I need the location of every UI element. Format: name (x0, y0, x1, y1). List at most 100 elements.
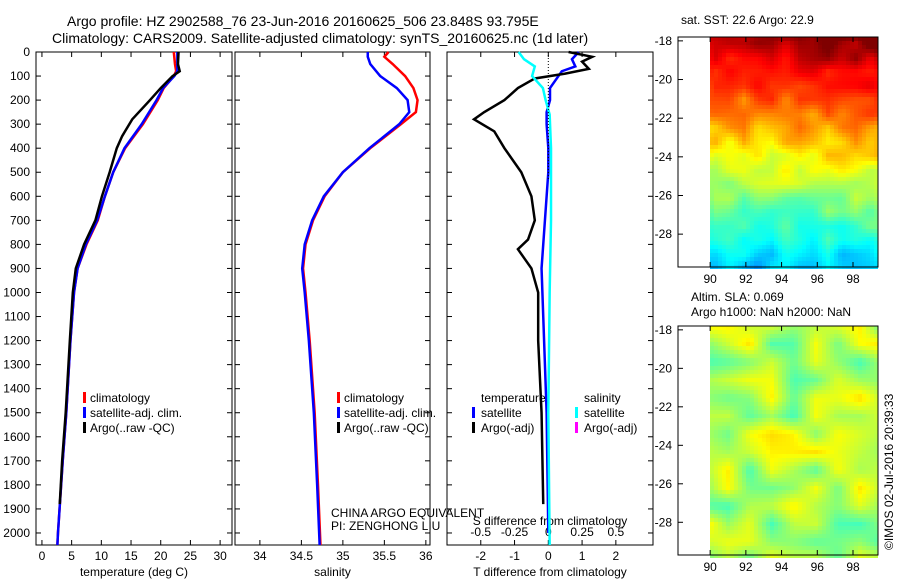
footer-timestamp: ©IMOS 02-Jul-2016 20:39:33 (882, 393, 896, 550)
map-lat-label: -20 (655, 361, 673, 375)
series-line-t-satellite (540, 51, 580, 533)
map-lon-label: 92 (739, 272, 753, 286)
annotation-line2: PI: ZENGHONG LIU (331, 519, 440, 533)
y-tick-label: 400 (10, 141, 30, 155)
legend-header-temperature: temperature (481, 391, 546, 405)
map-lat-label: -26 (655, 188, 673, 202)
map-lat-label: -24 (655, 150, 673, 164)
y-tick-label: 1200 (3, 334, 30, 348)
x-tick-label: 0 (545, 549, 552, 563)
series-line-argo-raw-qc- (58, 51, 182, 505)
y-tick-label: 600 (10, 189, 30, 203)
legend-swatch (83, 407, 86, 418)
legend-label: satellite-adj. clim. (344, 406, 436, 420)
y-tick-label: 0 (23, 45, 30, 59)
x2-tick-label: 0.25 (570, 525, 594, 539)
panel-frame-2 (446, 51, 654, 546)
legend-label: climatology (90, 391, 150, 405)
y-tick-label: 1300 (3, 358, 30, 372)
x-axis-label: temperature (deg C) (80, 565, 188, 579)
x-tick-label: 1 (579, 549, 586, 563)
x2-tick-label: -0.5 (470, 525, 491, 539)
legend-swatch (83, 422, 86, 433)
y-tick-label: 300 (10, 117, 30, 131)
legend-label: Argo(..raw -QC) (90, 421, 175, 435)
y-tick-label: 2000 (3, 526, 30, 540)
panel-frame-1 (234, 51, 431, 546)
legend-swatch (472, 422, 475, 433)
x-tick-label: 35.5 (373, 549, 397, 563)
sla-map-title2: Argo h1000: NaN h2000: NaN (691, 305, 851, 319)
y-tick-label: 1500 (3, 406, 30, 420)
map-lon-label: 90 (703, 272, 717, 286)
x-tick-label: 2 (613, 549, 620, 563)
legend-label: Argo(-adj) (481, 421, 534, 435)
legend-swatch (575, 422, 578, 433)
map-lat-label: -28 (655, 515, 673, 529)
legend-swatch (337, 422, 340, 433)
y-tick-label: 1000 (3, 285, 30, 299)
map-lat-label: -24 (655, 438, 673, 452)
title-line2: Climatology: CARS2009. Satellite-adjuste… (52, 30, 588, 46)
series-line-climatology (56, 51, 178, 546)
x-tick-label: -2 (475, 549, 486, 563)
map-lat-label: -22 (655, 111, 673, 125)
y-tick-label: 1600 (3, 430, 30, 444)
series-line-satellite-adj-clim- (56, 52, 179, 546)
x-tick-label: 34 (253, 549, 267, 563)
x-tick-label: 30 (213, 549, 227, 563)
x-tick-label: 25 (184, 549, 198, 563)
annotation-line1: CHINA ARGO EQUIVALENT (331, 506, 485, 520)
y-tick-label: 700 (10, 213, 30, 227)
x-axis-label: T difference from climatology (473, 565, 627, 579)
legend-label: satellite (584, 406, 625, 420)
map-lat-label: -22 (655, 400, 673, 414)
map-lat-label: -28 (655, 227, 673, 241)
map-lon-label: 96 (811, 272, 825, 286)
y-tick-label: 500 (10, 165, 30, 179)
series-line-climatology (301, 51, 419, 546)
sla-map (710, 326, 878, 558)
y-tick-label: 100 (10, 69, 30, 83)
map-lat-label: -18 (655, 34, 673, 48)
legend-label: climatology (344, 391, 404, 405)
map-lon-label: 90 (703, 560, 717, 574)
y-tick-label: 1800 (3, 478, 30, 492)
series-line-t-argo-adj- (471, 50, 597, 505)
y-tick-label: 1700 (3, 454, 30, 468)
legend-swatch (575, 407, 578, 418)
map-lat-label: -18 (655, 323, 673, 337)
legend-swatch (83, 392, 86, 403)
x-tick-label: 15 (124, 549, 138, 563)
map-lon-label: 96 (811, 560, 825, 574)
title-line1: Argo profile: HZ 2902588_76 23-Jun-2016 … (67, 13, 539, 29)
sst-map (710, 37, 878, 269)
x-tick-label: 10 (95, 549, 109, 563)
x-tick-label: 0 (39, 549, 46, 563)
x-tick-label: 5 (68, 549, 75, 563)
map-lon-label: 98 (846, 560, 860, 574)
x-axis-label: salinity (314, 565, 351, 579)
legend-header-salinity: salinity (584, 391, 621, 405)
y-tick-label: 1100 (4, 310, 30, 324)
y-tick-label: 1400 (3, 382, 30, 396)
y-tick-label: 200 (10, 93, 30, 107)
x-tick-label: 36 (419, 549, 433, 563)
sst-map-title: sat. SST: 22.6 Argo: 22.9 (681, 13, 814, 27)
sla-map-title1: Altim. SLA: 0.069 (691, 290, 784, 304)
map-lat-label: -26 (655, 477, 673, 491)
legend-label: satellite (481, 406, 522, 420)
map-lon-label: 94 (775, 272, 789, 286)
x-tick-label: -1 (509, 549, 520, 563)
x2-tick-label: 0.5 (608, 525, 625, 539)
legend-swatch (337, 392, 340, 403)
legend-label: Argo(-adj) (584, 421, 637, 435)
x-tick-label: 20 (154, 549, 168, 563)
y-tick-label: 1900 (3, 502, 30, 516)
legend-swatch (337, 407, 340, 418)
map-lat-label: -20 (655, 73, 673, 87)
sst-map-frame (677, 36, 879, 268)
map-lon-label: 92 (739, 560, 753, 574)
x-tick-label: 34.5 (290, 549, 314, 563)
